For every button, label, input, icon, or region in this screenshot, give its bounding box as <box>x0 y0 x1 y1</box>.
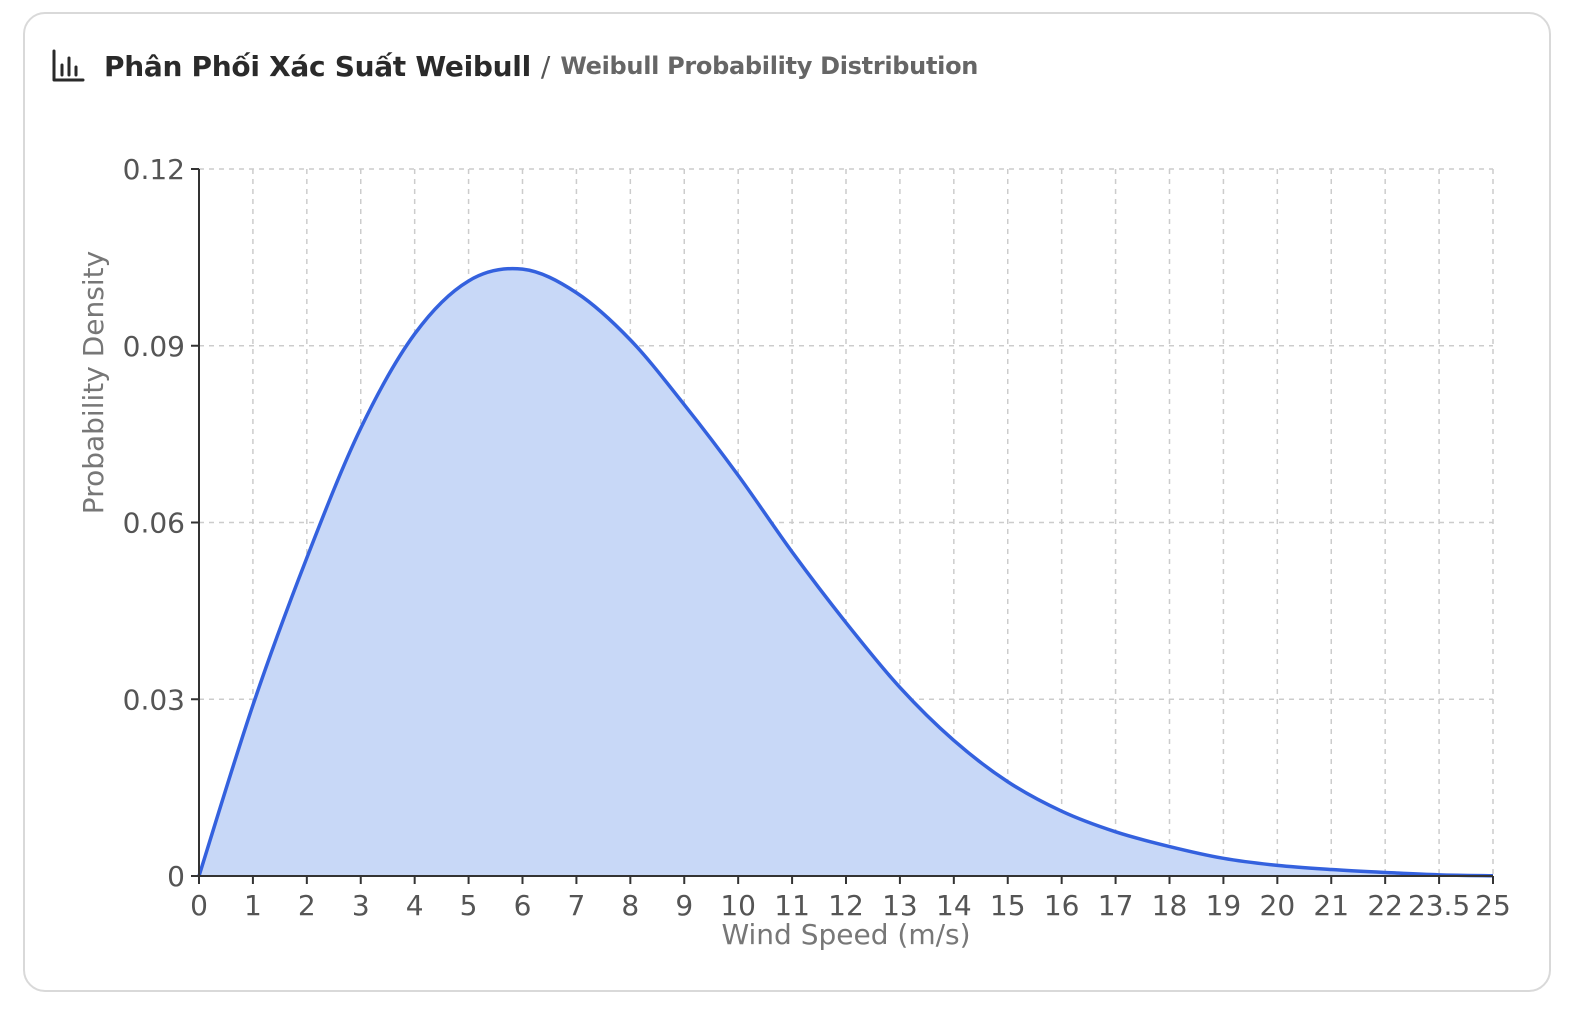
x-tick-label: 19 <box>1206 889 1242 922</box>
y-tick-label: 0.03 <box>123 683 185 716</box>
axes <box>191 168 1494 884</box>
x-tick-label: 11 <box>774 889 810 922</box>
x-tick-label: 1 <box>244 889 262 922</box>
x-tick-label: 0 <box>190 889 208 922</box>
x-tick-label: 21 <box>1313 889 1349 922</box>
y-tick-label: 0.09 <box>123 330 185 363</box>
chart-header: Phân Phối Xác Suất Weibull / Weibull Pro… <box>50 48 978 84</box>
x-tick-label: 13 <box>882 889 918 922</box>
y-tick-label: 0 <box>167 860 185 893</box>
x-tick-label: 6 <box>514 889 532 922</box>
x-tick-label: 22 <box>1367 889 1403 922</box>
x-tick-label: 20 <box>1260 889 1296 922</box>
chart-title-vietnamese: Phân Phối Xác Suất Weibull <box>104 49 531 83</box>
x-tick-label: 12 <box>828 889 864 922</box>
pdf-curve-line <box>197 266 1494 878</box>
x-tick-label: 15 <box>990 889 1026 922</box>
x-tick-label: 3 <box>352 889 370 922</box>
y-tick-label: 0.12 <box>123 153 185 186</box>
x-tick-label: 18 <box>1152 889 1188 922</box>
x-axis-label: Wind Speed (m/s) <box>721 918 970 951</box>
bar-chart-icon <box>50 48 86 84</box>
x-tick-label: 25 <box>1475 889 1511 922</box>
x-tick-label: 8 <box>621 889 639 922</box>
x-tick-label: 9 <box>675 889 693 922</box>
x-tick-label: 5 <box>460 889 478 922</box>
x-tick-label: 7 <box>568 889 586 922</box>
chart-title-english: Weibull Probability Distribution <box>560 52 979 80</box>
x-tick-label: 16 <box>1044 889 1080 922</box>
pdf-area-fill <box>199 268 1493 877</box>
x-tick-label: 10 <box>720 889 756 922</box>
x-tick-label: 17 <box>1098 889 1134 922</box>
x-tick-label: 4 <box>406 889 424 922</box>
y-tick-label: 0.06 <box>123 507 185 540</box>
x-tick-label: 23.5 <box>1408 889 1470 922</box>
x-tick-label: 2 <box>298 889 316 922</box>
y-axis-label: Probability Density <box>77 251 110 514</box>
tick-labels: 00.030.060.090.120 1 2 3 4 5 6 7 8 9 10 11 12 13 14 15 1… <box>123 153 1511 922</box>
title-separator: / <box>540 49 551 83</box>
x-tick-label: 14 <box>936 889 972 922</box>
